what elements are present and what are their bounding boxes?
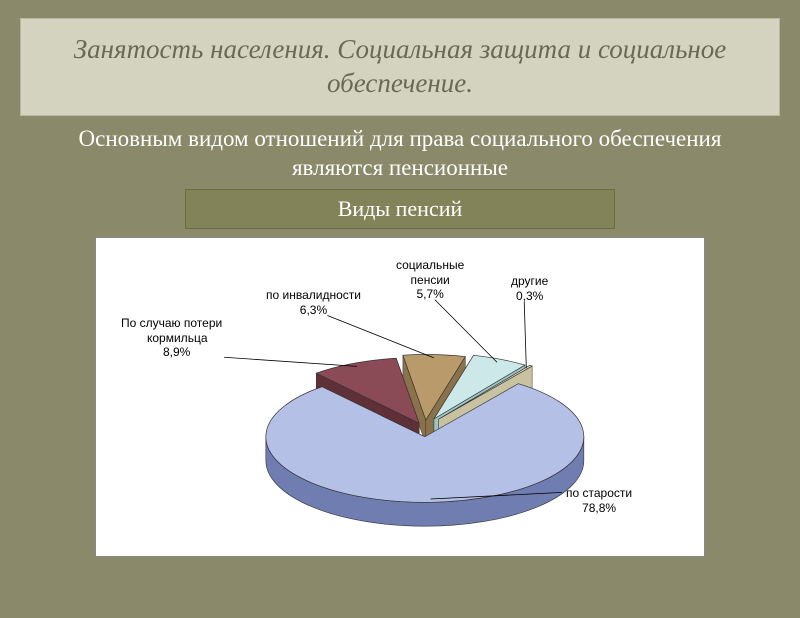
label-other: другие 0,3%: [511, 274, 548, 303]
label-loss: По случаю потери кормильца 8,9%: [121, 316, 222, 359]
label-disab: по инвалидности 6,3%: [266, 288, 361, 317]
pie-chart-container: по старости 78,8% По случаю потери корми…: [95, 237, 705, 557]
label-age: по старости 78,8%: [566, 486, 632, 515]
slide-body-text: Основным видом отношений для права социа…: [40, 124, 760, 184]
chart-subheader: Виды пенсий: [196, 196, 604, 222]
slide-title: Занятость населения. Социальная защита и…: [41, 33, 759, 101]
slide-title-box: Занятость населения. Социальная защита и…: [20, 18, 780, 116]
chart-subheader-box: Виды пенсий: [185, 189, 615, 229]
label-social: социальные пенсии 5,7%: [396, 258, 464, 301]
